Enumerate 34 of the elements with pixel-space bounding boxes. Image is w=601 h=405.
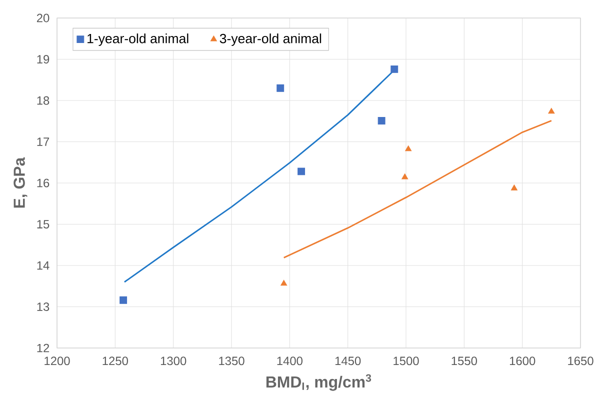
y-tick-label: 20 bbox=[36, 14, 50, 22]
x-tick-label: 1600 bbox=[510, 356, 536, 366]
x-tick-label: 1450 bbox=[335, 356, 361, 366]
y-tick-label: 19 bbox=[37, 55, 50, 64]
y-axis-title: E, GPa bbox=[14, 157, 28, 208]
point bbox=[510, 184, 518, 190]
x-axis-title: BMD$_{I}$, mg/cm$^{3}$ bbox=[266, 374, 372, 391]
x-tick-label: 1650 bbox=[568, 356, 594, 366]
y-tick-label: 13 bbox=[37, 302, 50, 311]
point bbox=[280, 280, 288, 286]
x-tick-label: 1350 bbox=[219, 356, 244, 366]
y-tick-label: 15 bbox=[37, 220, 50, 228]
point bbox=[276, 84, 284, 92]
point bbox=[298, 168, 306, 176]
y-tick-label: 17 bbox=[37, 138, 50, 146]
point bbox=[548, 108, 555, 114]
x-tick-label: 1300 bbox=[160, 356, 186, 366]
y-tick-label: 18 bbox=[37, 96, 50, 105]
point bbox=[405, 145, 412, 152]
x-tick-label: 1200 bbox=[44, 356, 70, 366]
x-tick-label: 1250 bbox=[102, 356, 128, 366]
y-tick-label: 16 bbox=[37, 178, 50, 188]
x-tick-label: 1550 bbox=[452, 356, 478, 366]
point bbox=[120, 296, 128, 304]
legend-label: 3-year-old animal bbox=[220, 34, 322, 46]
point bbox=[402, 174, 408, 180]
line-series bbox=[283, 120, 552, 258]
x-tick-label: 1500 bbox=[394, 356, 419, 366]
legend-label: 1-year-old animal bbox=[88, 34, 188, 46]
x-tick-label: 1400 bbox=[277, 356, 303, 366]
y-tick-label: 12 bbox=[37, 344, 50, 352]
y-tick-label: 14 bbox=[37, 261, 50, 270]
point bbox=[378, 117, 386, 124]
point bbox=[390, 65, 398, 73]
